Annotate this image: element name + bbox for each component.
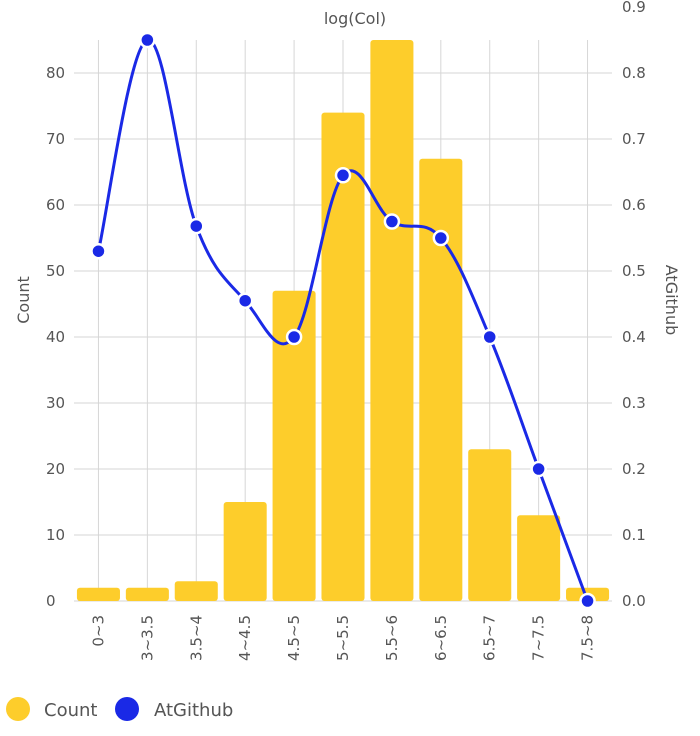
right-tick-0-1: 0.1 (622, 526, 646, 544)
left-tick-50: 50 (46, 262, 65, 280)
x-tick-0-3: 0~3 (89, 615, 107, 647)
point-3-5-4[interactable] (188, 217, 205, 235)
bar-5-5-6[interactable] (370, 40, 414, 601)
right-axis-ticks: 0.0 0.1 0.2 0.3 0.4 0.5 0.6 0.7 0.8 0.9 (622, 0, 646, 610)
x-tick-6-5-7: 6.5~7 (481, 615, 499, 661)
bar-3-5-4[interactable] (174, 581, 218, 601)
x-tick-3-3-5: 3~3.5 (138, 615, 156, 661)
x-tick-4-5-5: 4.5~5 (285, 615, 303, 661)
right-tick-0-8: 0.8 (622, 64, 646, 82)
point-6-6-5[interactable] (432, 229, 450, 247)
left-axis-ticks: 0 10 20 30 40 50 60 70 80 (46, 64, 65, 610)
x-tick-5-5-6: 5.5~6 (383, 615, 401, 661)
right-tick-0-7: 0.7 (622, 130, 646, 148)
left-tick-40: 40 (46, 328, 65, 346)
bar-4-4-5[interactable] (223, 502, 267, 601)
legend-item-count[interactable]: Count (6, 697, 97, 721)
left-tick-0: 0 (46, 592, 56, 610)
bar-7-7-5[interactable] (517, 515, 561, 601)
legend: Count AtGithub (6, 697, 233, 721)
right-tick-0-6: 0.6 (622, 196, 646, 214)
y-axis-left-title: Count (14, 276, 33, 324)
point-3-3-5[interactable] (139, 31, 156, 49)
point-5-5-5[interactable] (334, 167, 352, 184)
point-5-5-6[interactable] (383, 213, 401, 230)
left-tick-20: 20 (46, 460, 65, 478)
right-tick-0-4: 0.4 (622, 328, 646, 346)
right-tick-0-3: 0.3 (622, 394, 646, 412)
point-4-5-5[interactable] (285, 328, 303, 346)
x-tick-7-5-8: 7.5~8 (579, 615, 597, 661)
atgithub-line (96, 38, 589, 602)
point-7-5-8[interactable] (579, 592, 596, 610)
left-tick-80: 80 (46, 64, 65, 82)
legend-label-count: Count (44, 700, 97, 721)
y-axis-right-title: AtGithub (662, 265, 681, 336)
bar-4-5-5[interactable] (272, 290, 316, 601)
x-tick-5-5-5: 5~5.5 (334, 615, 352, 661)
chart-title: log(Col) (324, 9, 386, 28)
point-4-4-5[interactable] (236, 292, 254, 309)
bar-series-count (76, 40, 610, 602)
bar-5-5-5[interactable] (321, 112, 365, 601)
x-axis-ticks: 0~3 3~3.5 3.5~4 4~4.5 4.5~5 5~5.5 5.5~6 6~6.5 6.… (89, 615, 596, 661)
left-tick-60: 60 (46, 196, 65, 214)
point-7-7-5[interactable] (530, 460, 547, 478)
x-tick-7-7-5: 7~7.5 (530, 615, 548, 661)
legend-label-atgithub: AtGithub (154, 700, 233, 721)
x-tick-4-4-5: 4~4.5 (236, 615, 254, 661)
left-tick-70: 70 (46, 130, 65, 148)
legend-item-atgithub[interactable]: AtGithub (115, 697, 233, 721)
x-tick-3-5-4: 3.5~4 (187, 615, 205, 661)
left-tick-30: 30 (46, 394, 65, 412)
bar-6-6-5[interactable] (419, 158, 463, 602)
right-tick-0-0: 0.0 (622, 592, 646, 610)
bar-0-3[interactable] (76, 587, 120, 601)
right-tick-0-2: 0.2 (622, 460, 646, 478)
point-0-3[interactable] (90, 242, 107, 260)
x-tick-6-6-5: 6~6.5 (432, 615, 450, 661)
legend-swatch-atgithub (115, 697, 139, 721)
point-6-5-7[interactable] (481, 328, 498, 346)
line-series-atgithub (90, 31, 596, 610)
legend-swatch-count (6, 697, 30, 721)
right-tick-0-9: 0.9 (622, 0, 646, 16)
bar-3-3-5[interactable] (125, 587, 169, 601)
right-tick-0-5: 0.5 (622, 262, 646, 280)
left-tick-10: 10 (46, 526, 65, 544)
bar-6-5-7[interactable] (468, 449, 512, 601)
